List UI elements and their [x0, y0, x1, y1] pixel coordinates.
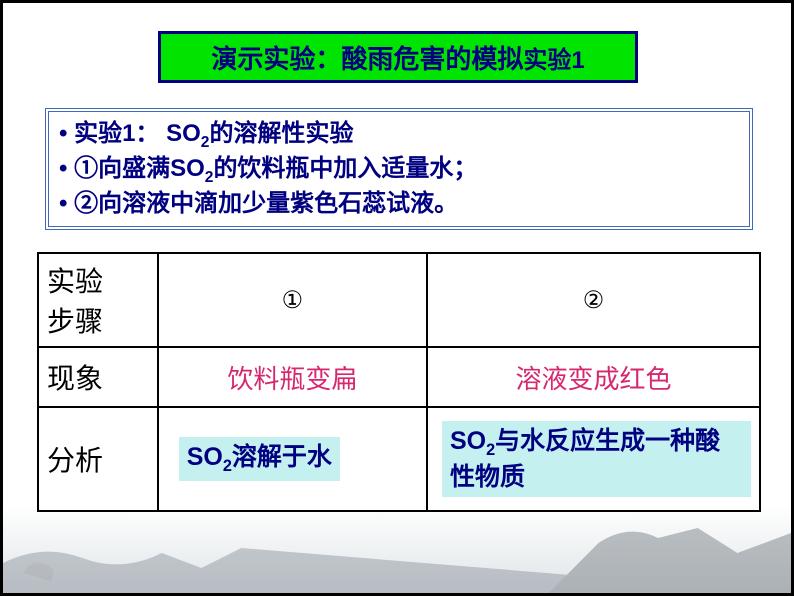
analysis-2-prefix: SO	[450, 427, 486, 455]
table-row-analysis: 分析 SO2溶解于水 SO2与水反应生成一种酸性物质	[38, 407, 760, 511]
row-header-step-l2: 步骤	[47, 307, 103, 338]
background-mountain-art	[3, 503, 791, 593]
table-row-phenomenon: 现象 饮料瓶变扁 溶液变成红色	[38, 347, 760, 407]
phenomenon-2: 溶液变成红色	[427, 347, 760, 407]
phenomenon-1-text: 饮料瓶变扁	[227, 365, 357, 394]
analysis-1-sub: 2	[223, 457, 232, 475]
row-header-step-l1: 实验	[47, 267, 103, 298]
desc-line-3: • ②向溶液中滴加少量紫色石蕊试液。	[59, 188, 739, 220]
desc-2-prefix: • ①向盛满SO	[59, 155, 205, 182]
desc-1-prefix: • 实验1： SO	[59, 120, 201, 147]
analysis-1-box: SO2溶解于水	[179, 437, 340, 481]
analysis-1: SO2溶解于水	[158, 407, 427, 511]
desc-line-1: • 实验1： SO2的溶解性实验	[59, 118, 739, 153]
step-col-2: ②	[427, 253, 760, 347]
description-box: • 实验1： SO2的溶解性实验 • ①向盛满SO2的饮料瓶中加入适量水； • …	[45, 108, 753, 230]
analysis-2: SO2与水反应生成一种酸性物质	[427, 407, 760, 511]
desc-1-suffix: 的溶解性实验	[209, 120, 353, 147]
experiment-table: 实验 步骤 ① ② 现象 饮料瓶变扁 溶液变成红色 分析 SO2溶解于水 SO2…	[37, 252, 761, 512]
desc-line-2: • ①向盛满SO2的饮料瓶中加入适量水；	[59, 153, 739, 188]
step-num-2: ②	[583, 288, 605, 314]
phenomenon-2-text: 溶液变成红色	[515, 365, 671, 394]
step-num-1: ①	[282, 288, 304, 314]
analysis-1-prefix: SO	[187, 443, 223, 471]
step-col-1: ①	[158, 253, 427, 347]
title-box: 演示实验：酸雨危害的模拟实验1	[158, 31, 638, 83]
row-header-phenomenon: 现象	[38, 347, 158, 407]
analysis-2-sub: 2	[486, 441, 495, 459]
desc-2-suffix: 的饮料瓶中加入适量水；	[213, 155, 477, 182]
table-row-step: 实验 步骤 ① ②	[38, 253, 760, 347]
row-header-analysis: 分析	[38, 407, 158, 511]
row-header-step: 实验 步骤	[38, 253, 158, 347]
phenomenon-1: 饮料瓶变扁	[158, 347, 427, 407]
analysis-1-suffix: 溶解于水	[232, 443, 332, 471]
analysis-2-box: SO2与水反应生成一种酸性物质	[442, 421, 751, 498]
title-suffix: 实验1	[523, 40, 584, 75]
slide-container: 演示实验：酸雨危害的模拟实验1 • 实验1： SO2的溶解性实验 • ①向盛满S…	[0, 0, 794, 596]
title-main: 演示实验：酸雨危害的模拟	[211, 39, 523, 76]
